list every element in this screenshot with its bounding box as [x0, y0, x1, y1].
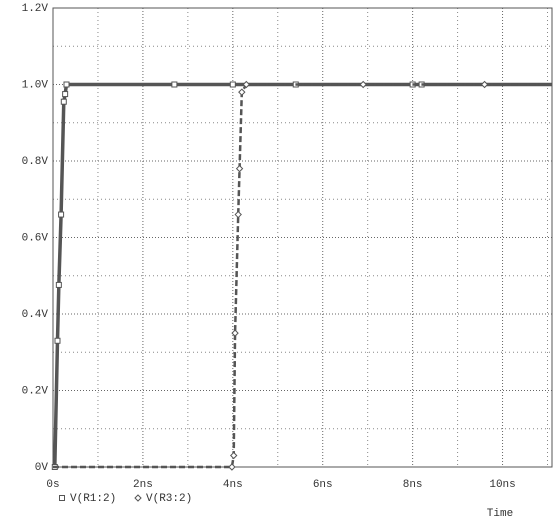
- x-tick-label: 6ns: [313, 479, 333, 491]
- marker: [235, 164, 244, 173]
- x-axis-label: Time: [487, 508, 513, 520]
- y-tick-label: 0.2V: [22, 385, 49, 397]
- marker: [359, 80, 367, 89]
- legend-marker: [134, 494, 142, 502]
- series-line: [53, 82, 552, 469]
- y-tick-label: 0V: [35, 462, 49, 474]
- plot-frame: [52, 7, 553, 468]
- x-tick-label: 10ns: [489, 479, 515, 491]
- legend-label: V(R1:2): [70, 493, 116, 505]
- marker: [229, 81, 236, 88]
- marker: [58, 211, 65, 218]
- marker: [55, 281, 62, 288]
- legend-marker: [59, 495, 65, 501]
- marker: [62, 91, 69, 98]
- marker: [230, 451, 238, 460]
- y-tick-label: 0.4V: [22, 309, 49, 321]
- x-tick-label: 8ns: [403, 479, 423, 491]
- y-tick-label: 1.2V: [22, 3, 49, 15]
- marker: [234, 210, 242, 219]
- x-tick-label: 4ns: [223, 479, 243, 491]
- marker: [60, 98, 67, 105]
- marker: [228, 463, 236, 471]
- x-tick-label: 0s: [46, 479, 59, 491]
- legend-label: V(R3:2): [146, 493, 192, 505]
- y-tick-label: 1.0V: [22, 79, 49, 91]
- y-tick-label: 0.6V: [22, 232, 49, 244]
- marker: [171, 81, 178, 88]
- y-tick-label: 0.8V: [22, 156, 49, 168]
- x-tick-label: 2ns: [133, 479, 153, 491]
- marker: [242, 80, 251, 89]
- marker: [231, 329, 239, 337]
- marker: [54, 337, 61, 344]
- marker: [480, 80, 489, 89]
- marker: [63, 81, 70, 88]
- marker: [238, 88, 246, 96]
